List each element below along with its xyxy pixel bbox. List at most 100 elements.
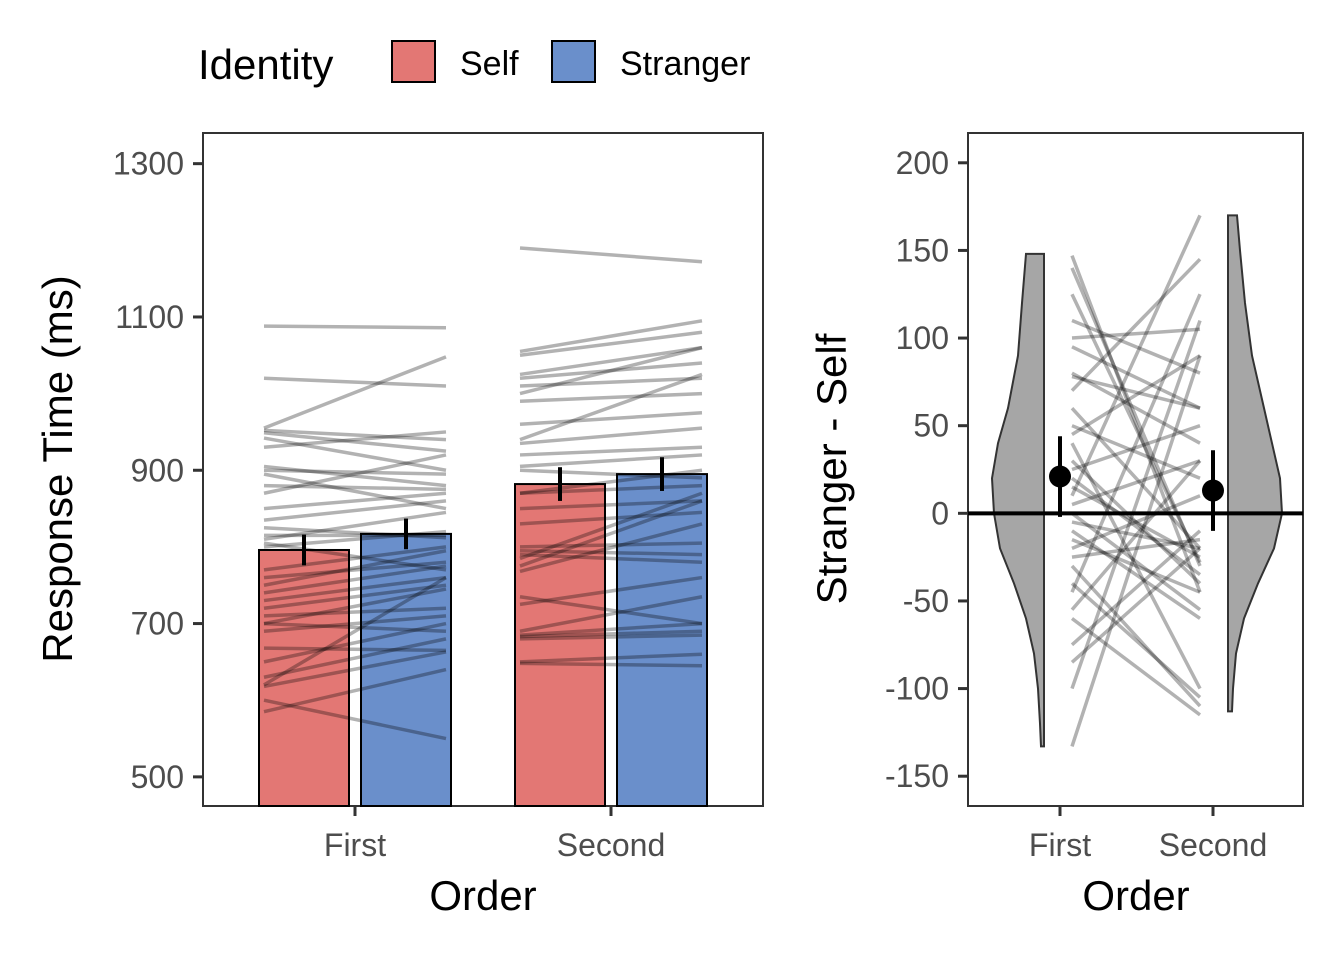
participant-diff-line-29 xyxy=(1070,617,1202,717)
y-tick-label--100: -100 xyxy=(885,671,949,707)
y-tick-label-1100: 1100 xyxy=(115,299,184,335)
y-tick-label--50: -50 xyxy=(903,583,949,619)
y-tick-label-200: 200 xyxy=(896,145,949,181)
participant-line-first-7 xyxy=(263,468,447,476)
participant-line-second-0 xyxy=(519,246,703,264)
participant-line-second-23 xyxy=(519,522,703,574)
participant-line-second-24 xyxy=(519,595,703,626)
participant-diff-line-6 xyxy=(1071,371,1201,445)
participant-diff-line-17 xyxy=(1070,214,1202,497)
participant-line-first-3 xyxy=(263,428,447,442)
participant-line-first-14 xyxy=(263,526,447,540)
participant-line-first-33 xyxy=(263,650,447,689)
legend-title: Identity xyxy=(198,41,333,88)
participant-diff-line-1 xyxy=(1070,267,1202,567)
participant-line-first-31 xyxy=(263,576,447,687)
legend-swatch-stranger xyxy=(551,40,596,83)
legend-swatch-self xyxy=(391,40,436,83)
participant-diff-line-16 xyxy=(1071,485,1201,559)
participant-line-second-26 xyxy=(519,595,703,633)
participant-line-first-2 xyxy=(263,355,447,430)
participant-line-first-19 xyxy=(263,545,447,572)
violin-first xyxy=(990,252,1045,748)
y-tick-label-0: 0 xyxy=(931,495,949,531)
participant-line-first-13 xyxy=(263,499,447,522)
participant-line-first-20 xyxy=(263,560,447,580)
participant-line-second-4 xyxy=(519,361,703,381)
participant-line-first-28 xyxy=(263,614,447,633)
participant-diff-line-30 xyxy=(1070,529,1202,647)
participant-line-second-9 xyxy=(519,372,703,442)
participant-diff-line-9 xyxy=(1070,406,1202,550)
participant-diff-line-13 xyxy=(1070,459,1202,585)
participant-diff-line-21 xyxy=(1071,529,1201,620)
participant-diff-line-31 xyxy=(1070,547,1202,664)
bar-self-first xyxy=(258,548,350,807)
participant-line-first-32 xyxy=(263,637,447,679)
participant-line-second-12 xyxy=(519,453,703,469)
participant-line-second-19 xyxy=(519,549,703,557)
left-y-axis-title: Response Time (ms) xyxy=(34,275,81,662)
participant-diff-line-19 xyxy=(1070,511,1202,612)
participant-line-first-16 xyxy=(263,510,447,541)
participant-diff-line-15 xyxy=(1070,476,1202,577)
participant-line-first-29 xyxy=(263,646,447,653)
participant-line-first-22 xyxy=(263,564,447,595)
participant-diff-line-8 xyxy=(1070,257,1202,392)
participant-diff-line-23 xyxy=(1071,494,1201,550)
participant-line-second-28 xyxy=(519,629,703,639)
participant-line-second-10 xyxy=(519,426,703,446)
participant-diff-line-7 xyxy=(1071,374,1201,410)
right-panel: -150 -100 -50 0 50 100 150 200 First Second Orde… xyxy=(808,132,1304,919)
right-x-axis-title: Order xyxy=(1082,872,1189,919)
participant-line-first-18 xyxy=(263,541,447,572)
y-tick-label-500: 500 xyxy=(131,759,184,795)
participant-line-second-11 xyxy=(519,445,703,457)
participant-line-first-21 xyxy=(263,549,447,587)
participant-diff-line-4 xyxy=(1071,327,1201,340)
participant-line-second-17 xyxy=(519,510,703,526)
participant-diff-line-0 xyxy=(1070,255,1202,593)
participant-line-second-29 xyxy=(519,633,703,641)
participant-diff-line-22 xyxy=(1071,537,1201,594)
participant-line-first-4 xyxy=(263,430,447,453)
participant-diff-line-14 xyxy=(1071,424,1201,472)
participant-line-second-25 xyxy=(519,575,703,607)
participant-line-first-8 xyxy=(263,464,447,488)
participant-line-second-16 xyxy=(519,499,703,511)
participant-diff-line-5 xyxy=(1071,345,1201,410)
participant-line-second-13 xyxy=(519,468,703,480)
participant-line-second-1 xyxy=(519,319,703,354)
participant-diff-line-11 xyxy=(1071,354,1201,436)
participant-line-first-9 xyxy=(263,472,447,511)
participant-line-first-26 xyxy=(263,606,447,618)
participant-diff-line-24 xyxy=(1071,537,1201,559)
y-tick-label-700: 700 xyxy=(131,606,184,642)
participant-line-first-23 xyxy=(263,575,447,603)
participant-line-first-5 xyxy=(263,436,447,472)
participant-line-first-1 xyxy=(263,376,447,388)
participant-line-first-24 xyxy=(263,583,447,610)
participant-diff-line-18 xyxy=(1071,459,1201,507)
participant-line-second-20 xyxy=(519,552,703,564)
y-tick-label-100: 100 xyxy=(896,320,949,356)
mean-point-first xyxy=(1049,465,1071,488)
x-tick-label-first: First xyxy=(1029,827,1091,863)
participant-line-first-11 xyxy=(263,453,447,495)
participant-line-second-2 xyxy=(519,330,703,358)
x-tick-label-first: First xyxy=(324,827,386,863)
participant-line-second-6 xyxy=(519,345,703,396)
bar-stranger-second xyxy=(616,473,708,807)
y-tick-label--150: -150 xyxy=(885,758,949,794)
participant-diff-line-2 xyxy=(1070,293,1202,564)
participant-line-first-17 xyxy=(263,529,447,549)
y-tick-label-1300: 1300 xyxy=(113,146,184,182)
participant-line-first-35 xyxy=(263,698,447,741)
y-tick-label-900: 900 xyxy=(131,452,184,488)
participant-diff-line-32 xyxy=(1070,319,1202,690)
participant-diff-line-25 xyxy=(1070,564,1202,708)
participant-line-first-30 xyxy=(263,621,447,664)
participant-line-second-15 xyxy=(519,483,703,496)
right-y-axis-title: Stranger - Self xyxy=(808,333,855,604)
